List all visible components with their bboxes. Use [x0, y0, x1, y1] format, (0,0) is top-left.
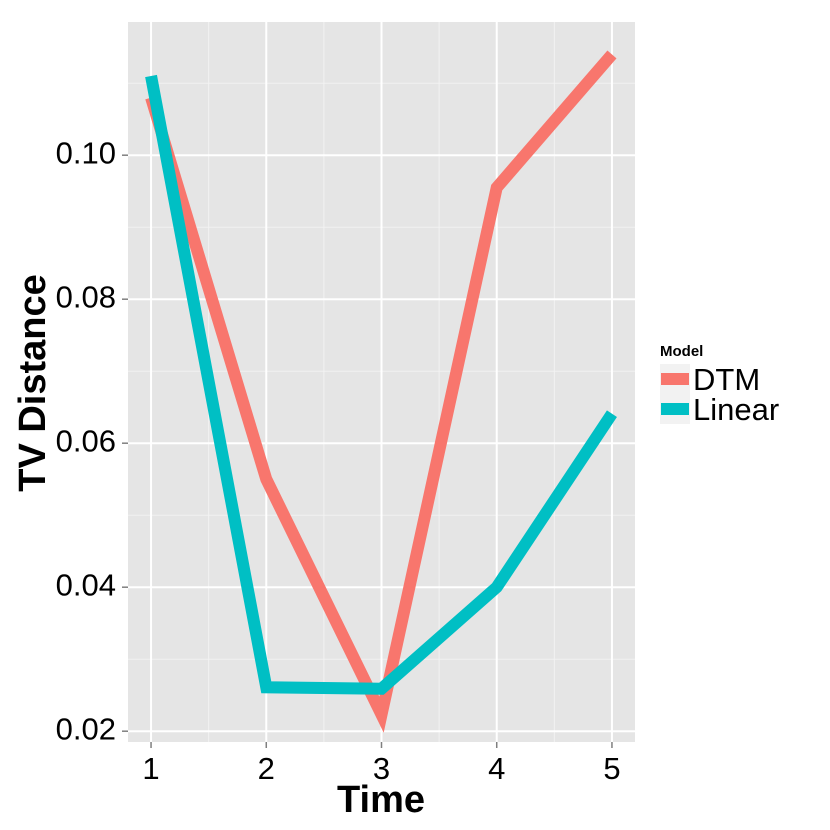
legend-label-dtm: DTM: [693, 362, 760, 397]
y-tick-label: 0.06: [56, 423, 116, 458]
series-layer: [145, 50, 617, 733]
x-tick-label: 1: [142, 751, 159, 786]
y-axis-title: TV Distance: [12, 274, 54, 492]
x-tick-label: 2: [258, 751, 275, 786]
y-tick-label: 0.10: [56, 135, 116, 170]
y-tick-label: 0.02: [56, 711, 116, 746]
y-tick-label: 0.08: [56, 279, 116, 314]
legend: Model DTM Linear: [660, 343, 779, 427]
x-tick-label: 4: [488, 751, 505, 786]
x-axis-tick-labels: 1 2 3 4 5: [142, 751, 620, 786]
y-axis-tick-labels: 0.02 0.04 0.06 0.08 0.10: [56, 135, 116, 746]
axis-ticks: [122, 154, 613, 748]
y-tick-label: 0.04: [56, 567, 116, 602]
series-line-linear: [145, 74, 617, 695]
series-line-dtm: [145, 50, 617, 733]
x-axis-title: Time: [337, 779, 425, 821]
x-tick-label: 3: [373, 751, 390, 786]
legend-label-linear: Linear: [693, 392, 779, 427]
legend-title: Model: [660, 343, 703, 360]
x-tick-label: 5: [603, 751, 620, 786]
